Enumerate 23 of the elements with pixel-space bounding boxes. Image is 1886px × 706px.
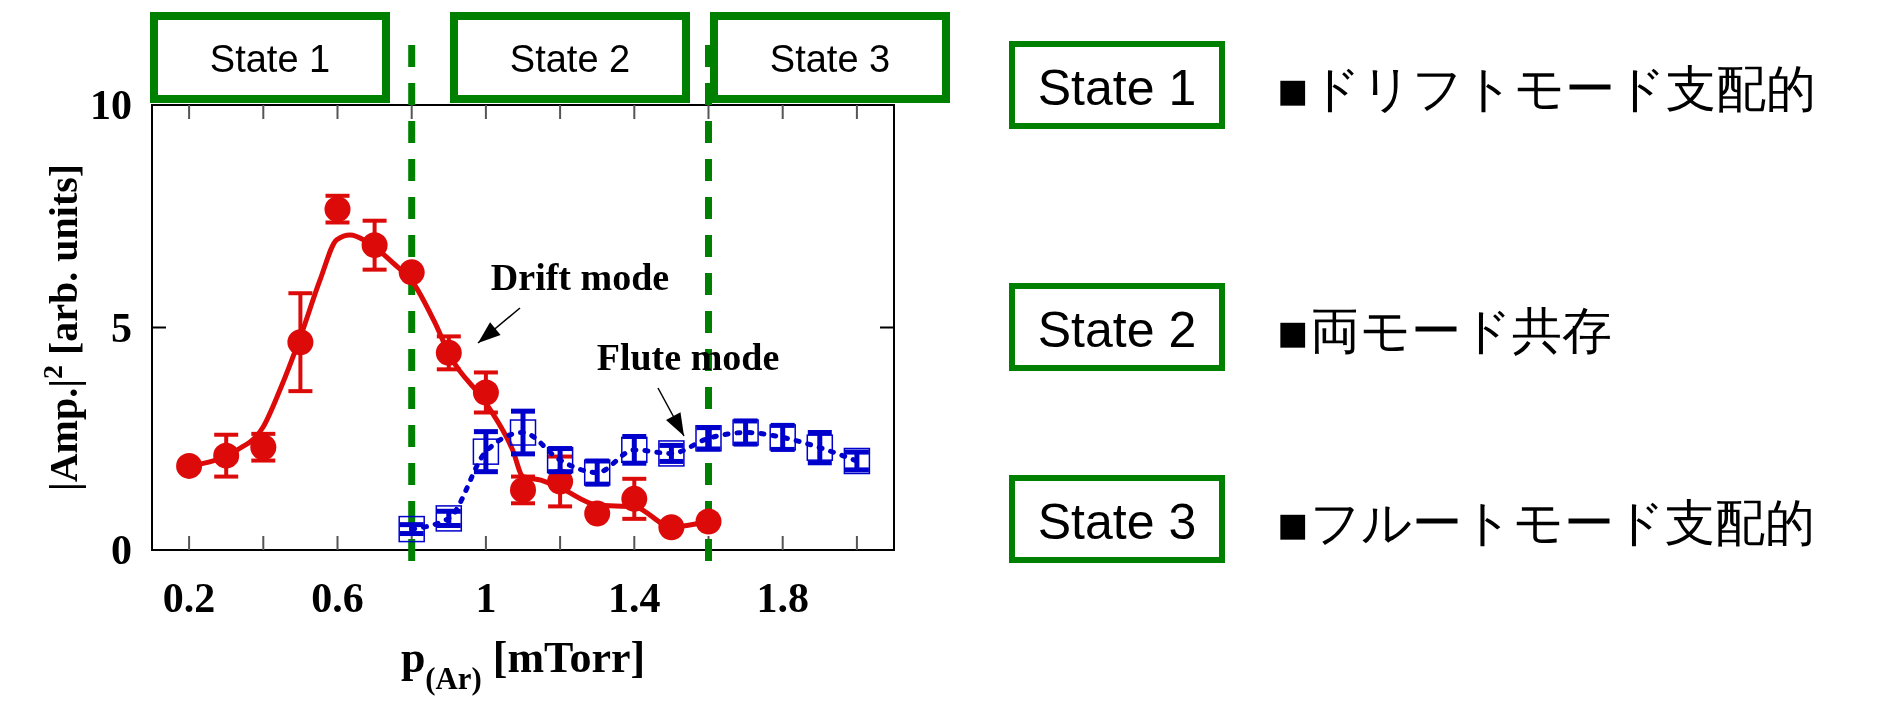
x-tick-label: 0.2 (162, 575, 216, 621)
x-axis-title: p$_{(Ar)}$ [mTorr] (400, 633, 646, 696)
text: State 1 (209, 38, 331, 80)
text: State 3 (1037, 494, 1197, 550)
text: ▪両モード共存 (1276, 302, 1612, 360)
text: State 3 (769, 38, 891, 80)
x-tick-label: 1.4 (608, 575, 661, 621)
y-tick-label: 10 (90, 82, 132, 128)
text: State 2 (509, 38, 631, 80)
point (472, 438, 500, 465)
text: ▪フルートモード支配的 (1276, 494, 1815, 552)
point (509, 419, 537, 446)
text: State 2 (1037, 302, 1197, 358)
point (806, 434, 834, 461)
x-tick-label: 1.8 (756, 575, 809, 621)
text: ▪ドリフトモード支配的 (1276, 60, 1816, 118)
y-tick-label: 0 (111, 527, 132, 573)
x-tick-label: 1 (475, 575, 497, 621)
x-tick-label: 0.6 (311, 575, 364, 621)
point (398, 515, 425, 543)
annotation: Drift mode (490, 256, 670, 298)
text: State 1 (1037, 60, 1197, 116)
y-tick-label: 5 (111, 304, 132, 351)
